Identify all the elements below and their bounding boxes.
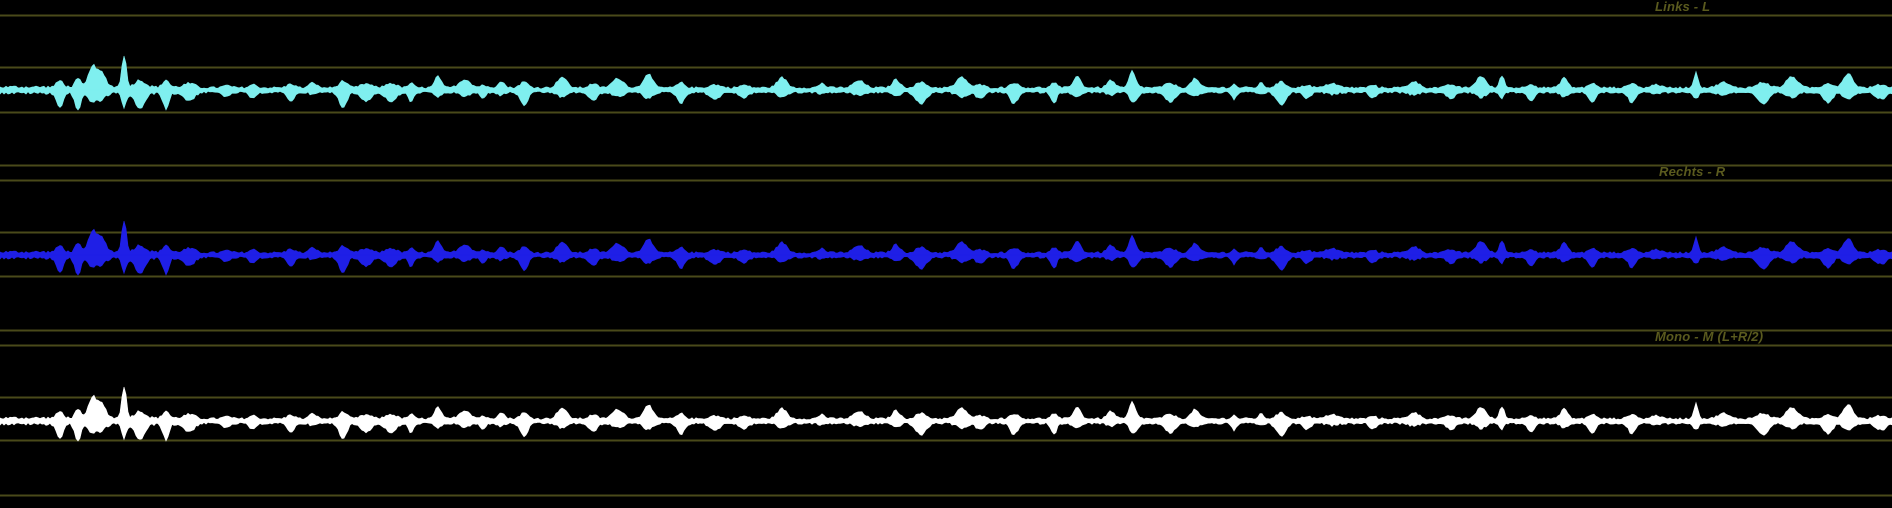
waveform-mono (0, 387, 1892, 441)
channel-label-mono: Mono - M (L+R/2) (1655, 330, 1763, 344)
channel-label-left: Links - L (1655, 0, 1710, 14)
waveform-left (0, 56, 1892, 110)
waveform-right (0, 221, 1892, 275)
channel-label-right: Rechts - R (1659, 165, 1725, 179)
